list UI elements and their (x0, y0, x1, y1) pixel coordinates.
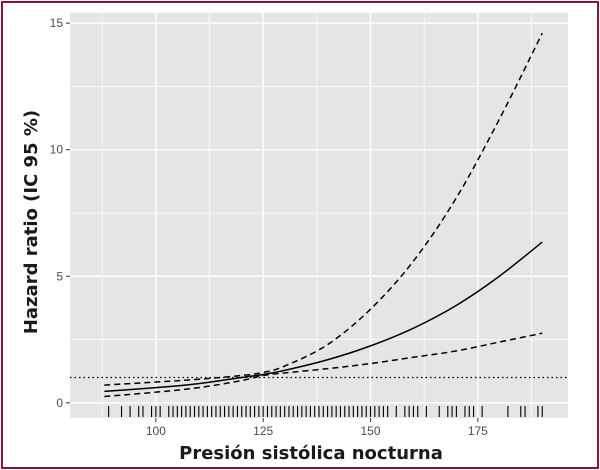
minor-gridlines (70, 13, 568, 418)
plot-panel (70, 13, 568, 418)
series-line-ci-upper (104, 32, 543, 386)
series-layer (104, 32, 543, 398)
x-tick-label-175: 175 (468, 424, 488, 438)
rug-marks (108, 406, 543, 417)
x-tick-label-100: 100 (146, 424, 166, 438)
x-axis-title: Presión sistólica nocturna (179, 443, 443, 464)
y-tick-label-5: 5 (56, 269, 63, 283)
y-tick-label-15: 15 (50, 16, 64, 30)
x-axis: 100 125 150 175 (146, 418, 488, 438)
x-tick-label-125: 125 (253, 424, 273, 438)
y-axis-title: Hazard ratio (IC 95 %) (21, 110, 42, 334)
y-tick-label-10: 10 (50, 143, 64, 157)
series-line-ci-lower (104, 332, 543, 398)
series-line-hazard-ratio (104, 241, 543, 393)
x-tick-label-150: 150 (361, 424, 381, 438)
y-axis: 0 5 10 15 (50, 16, 70, 410)
major-gridlines (70, 13, 568, 418)
y-tick-label-0: 0 (56, 396, 63, 410)
